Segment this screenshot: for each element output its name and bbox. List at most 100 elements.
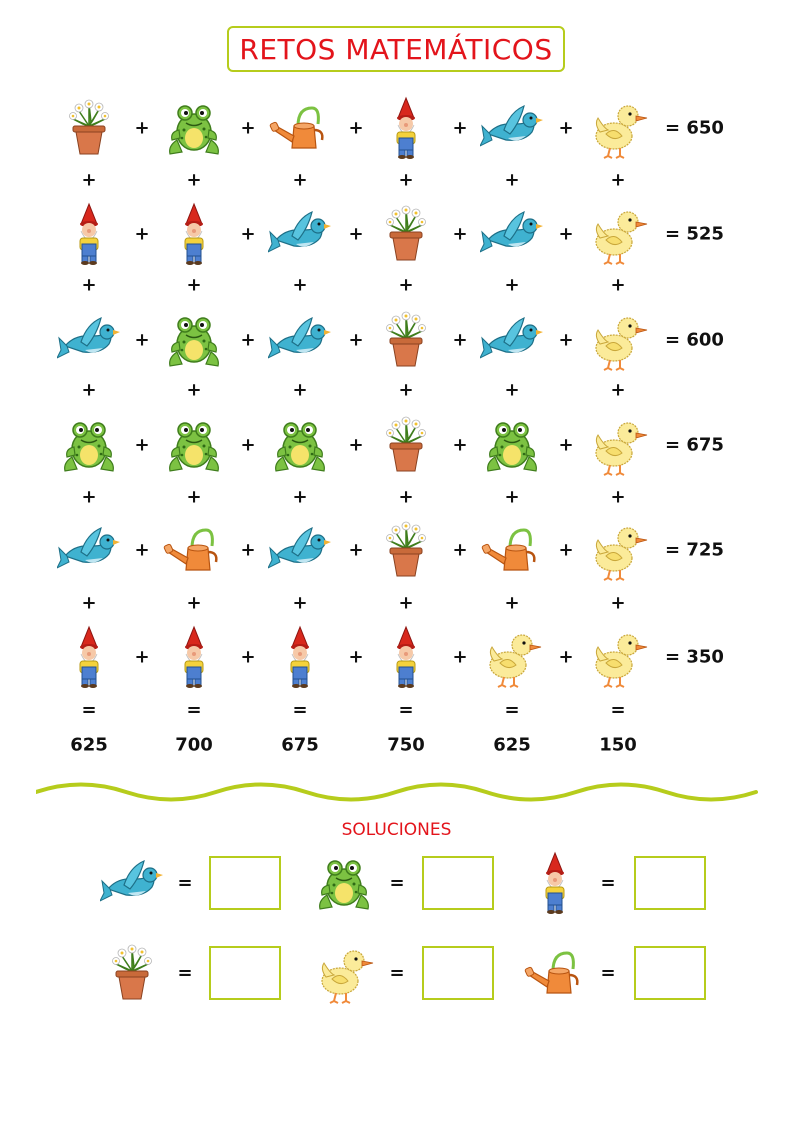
duckling-icon [586, 518, 650, 582]
watering-can-icon [268, 96, 332, 160]
plus-sign: + [398, 169, 414, 191]
column-sum: 675 [281, 734, 319, 756]
duckling-icon [586, 625, 650, 689]
gnome-icon [162, 202, 226, 266]
plus-sign: + [348, 539, 364, 561]
plus-sign: + [398, 592, 414, 614]
row-sum: = 525 [665, 223, 724, 245]
column-sum: 625 [493, 734, 531, 756]
gnome-icon [523, 851, 587, 915]
answer-box[interactable] [422, 946, 494, 1000]
gnome-icon [57, 202, 121, 266]
frog-icon [480, 413, 544, 477]
bluebird-icon [57, 308, 121, 372]
frog-icon [162, 308, 226, 372]
frog-icon [162, 96, 226, 160]
plus-sign: + [504, 274, 520, 296]
answer-box[interactable] [634, 946, 706, 1000]
plus-sign: + [81, 274, 97, 296]
equals-sign: = [177, 872, 193, 894]
equals-sign: = [186, 699, 202, 721]
plus-sign: + [134, 117, 150, 139]
row-sum: = 725 [665, 539, 724, 561]
frog-icon [57, 413, 121, 477]
plus-sign: + [292, 274, 308, 296]
gnome-icon [374, 625, 438, 689]
duckling-icon [586, 202, 650, 266]
bluebird-icon [480, 202, 544, 266]
frog-icon [162, 413, 226, 477]
plus-sign: + [81, 379, 97, 401]
equals-sign: = [610, 699, 626, 721]
plus-sign: + [240, 329, 256, 351]
plus-sign: + [292, 169, 308, 191]
row-sum: = 600 [665, 329, 724, 351]
plus-sign: + [348, 646, 364, 668]
plus-sign: + [452, 646, 468, 668]
solutions-title: SOLUCIONES [341, 820, 452, 840]
plus-sign: + [348, 223, 364, 245]
wavy-divider [36, 782, 758, 802]
bluebird-icon [268, 518, 332, 582]
plus-sign: + [398, 274, 414, 296]
duckling-icon [586, 96, 650, 160]
plus-sign: + [292, 486, 308, 508]
plus-sign: + [134, 539, 150, 561]
plus-sign: + [240, 117, 256, 139]
flower-pot-icon [374, 202, 438, 266]
flower-pot-icon [374, 413, 438, 477]
row-sum: = 350 [665, 646, 724, 668]
duckling-icon [480, 625, 544, 689]
bluebird-icon [100, 851, 164, 915]
plus-sign: + [558, 434, 574, 456]
plus-sign: + [558, 223, 574, 245]
flower-pot-icon [374, 308, 438, 372]
bluebird-icon [480, 308, 544, 372]
frog-icon [312, 851, 376, 915]
equals-sign: = [389, 872, 405, 894]
plus-sign: + [558, 646, 574, 668]
plus-sign: + [186, 169, 202, 191]
column-sum: 150 [599, 734, 637, 756]
plus-sign: + [610, 486, 626, 508]
plus-sign: + [452, 117, 468, 139]
plus-sign: + [504, 169, 520, 191]
plus-sign: + [81, 486, 97, 508]
watering-can-icon [162, 518, 226, 582]
plus-sign: + [240, 223, 256, 245]
plus-sign: + [610, 274, 626, 296]
plus-sign: + [134, 434, 150, 456]
bluebird-icon [480, 96, 544, 160]
bluebird-icon [268, 202, 332, 266]
answer-box[interactable] [634, 856, 706, 910]
column-sum: 625 [70, 734, 108, 756]
plus-sign: + [292, 379, 308, 401]
flower-pot-icon [57, 96, 121, 160]
watering-can-icon [523, 941, 587, 1005]
plus-sign: + [558, 117, 574, 139]
plus-sign: + [610, 379, 626, 401]
answer-box[interactable] [422, 856, 494, 910]
gnome-icon [57, 625, 121, 689]
plus-sign: + [558, 539, 574, 561]
plus-sign: + [348, 434, 364, 456]
equals-sign: = [389, 962, 405, 984]
equals-sign: = [177, 962, 193, 984]
plus-sign: + [504, 592, 520, 614]
answer-box[interactable] [209, 856, 281, 910]
equals-sign: = [600, 872, 616, 894]
plus-sign: + [292, 592, 308, 614]
plus-sign: + [504, 379, 520, 401]
duckling-icon [586, 308, 650, 372]
equals-sign: = [504, 699, 520, 721]
plus-sign: + [186, 486, 202, 508]
answer-box[interactable] [209, 946, 281, 1000]
bluebird-icon [268, 308, 332, 372]
plus-sign: + [452, 329, 468, 351]
column-sum: 750 [387, 734, 425, 756]
plus-sign: + [186, 379, 202, 401]
flower-pot-icon [100, 941, 164, 1005]
title-box: RETOS MATEMÁTICOS [227, 26, 565, 72]
duckling-icon [312, 941, 376, 1005]
plus-sign: + [558, 329, 574, 351]
